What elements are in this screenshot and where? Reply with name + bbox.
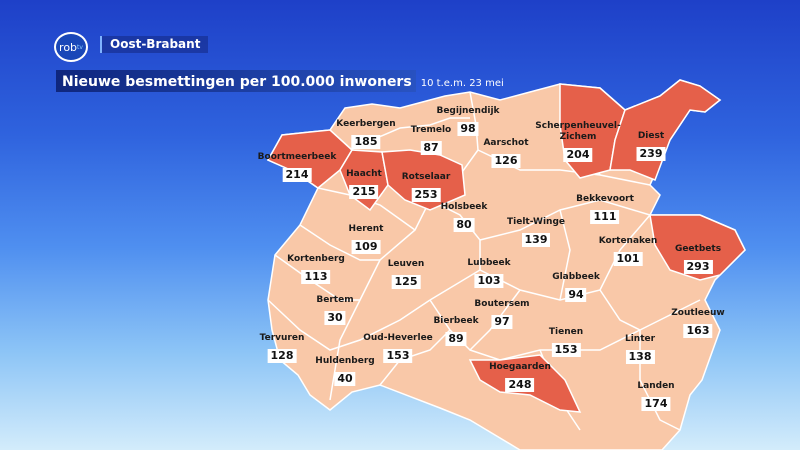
muni-herent: Herent 109	[348, 224, 384, 254]
muni-keerbergen: Keerbergen 185	[336, 119, 396, 149]
map-subtitle: 10 t.e.m. 23 mei	[420, 78, 504, 89]
muni-value: 253	[411, 188, 441, 202]
muni-value: 113	[301, 270, 331, 284]
muni-value: 109	[351, 240, 381, 254]
muni-holsbeek: Holsbeek 80	[440, 202, 488, 232]
muni-value: 103	[474, 274, 504, 288]
title-bar: Nieuwe besmettingen per 100.000 inwoners…	[56, 70, 504, 92]
muni-name: Glabbeek	[552, 272, 600, 282]
muni-name: Bertem	[316, 295, 354, 305]
muni-haacht: Haacht 215	[346, 169, 382, 199]
muni-value: 239	[636, 147, 666, 161]
muni-value: 204	[563, 148, 593, 162]
area-rotselaar	[381, 149, 466, 211]
muni-begijnendijk: Begijnendijk 98	[436, 106, 500, 136]
muni-value: 174	[641, 397, 671, 411]
muni-boortmeerbeek: Boortmeerbeek 214	[257, 152, 337, 182]
muni-value: 153	[383, 349, 413, 363]
muni-tienen: Tienen 153	[549, 327, 583, 357]
muni-linter: Linter 138	[625, 334, 655, 364]
muni-name: Tremelo	[410, 125, 452, 135]
muni-name: Scherpenheuvel- Zichem	[535, 121, 621, 142]
muni-value: 139	[521, 233, 551, 247]
muni-value: 111	[590, 210, 620, 224]
muni-aarschot: Aarschot 126	[483, 138, 529, 168]
region-label: Oost-Brabant	[100, 36, 209, 53]
muni-oud-heverlee: Oud-Heverlee 153	[363, 333, 433, 363]
muni-name: Hoegaarden	[489, 362, 551, 372]
muni-name: Tielt-Winge	[506, 217, 566, 227]
muni-glabbeek: Glabbeek 94	[552, 272, 600, 302]
muni-name: Lubbeek	[467, 258, 511, 268]
muni-value: 138	[625, 350, 655, 364]
muni-zoutleeuw: Zoutleeuw 163	[671, 308, 725, 338]
muni-value: 293	[683, 260, 713, 274]
muni-value: 163	[683, 324, 713, 338]
muni-landen: Landen 174	[637, 381, 675, 411]
muni-name: Keerbergen	[336, 119, 396, 129]
muni-name: Oud-Heverlee	[363, 333, 433, 343]
map-title: Nieuwe besmettingen per 100.000 inwoners	[62, 74, 412, 90]
muni-scherpenheuvel-zichem: Scherpenheuvel- Zichem 204	[535, 121, 621, 162]
muni-name: Linter	[624, 334, 656, 344]
muni-diest: Diest 239	[636, 131, 666, 161]
muni-huldenberg: Huldenberg 40	[315, 356, 375, 386]
muni-name: Tienen	[548, 327, 584, 337]
muni-name: Bierbeek	[433, 316, 479, 326]
muni-value: 40	[334, 372, 356, 386]
muni-name: Herent	[348, 224, 384, 234]
muni-value: 214	[282, 168, 312, 182]
muni-name: Leuven	[387, 259, 425, 269]
muni-name: Bekkevoort	[576, 194, 634, 204]
muni-rotselaar: Rotselaar 253	[401, 172, 451, 202]
muni-tielt-winge: Tielt-Winge 139	[507, 217, 565, 247]
muni-lubbeek: Lubbeek 103	[467, 258, 511, 288]
muni-geetbets: Geetbets 293	[675, 244, 721, 274]
muni-bekkevoort: Bekkevoort 111	[576, 194, 634, 224]
muni-value: 101	[613, 252, 643, 266]
muni-value: 125	[391, 275, 421, 289]
robtv-logo: rob tv	[54, 32, 88, 62]
muni-value: 98	[457, 122, 479, 136]
muni-value: 97	[491, 315, 513, 329]
muni-name: Tervuren	[259, 333, 305, 343]
area-diest	[609, 79, 722, 181]
muni-tervuren: Tervuren 128	[259, 333, 305, 363]
muni-name: Kortenaken	[598, 236, 658, 246]
muni-value: 80	[453, 218, 475, 232]
muni-tremelo: Tremelo 87	[411, 125, 451, 155]
muni-leuven: Leuven 125	[387, 259, 425, 289]
muni-name: Aarschot	[483, 138, 529, 148]
muni-hoegaarden: Hoegaarden 248	[489, 362, 551, 392]
muni-value: 94	[565, 288, 587, 302]
muni-name: Landen	[637, 381, 675, 391]
muni-value: 30	[324, 311, 346, 325]
muni-bierbeek: Bierbeek 89	[433, 316, 479, 346]
muni-name: Zoutleeuw	[671, 308, 725, 318]
muni-bertem: Bertem 30	[316, 295, 354, 325]
muni-name: Begijnendijk	[436, 106, 500, 116]
muni-value: 185	[351, 135, 381, 149]
muni-name: Diest	[637, 131, 665, 141]
muni-value: 89	[445, 332, 467, 346]
muni-value: 126	[491, 154, 521, 168]
muni-value: 215	[349, 185, 379, 199]
muni-name: Haacht	[346, 169, 382, 179]
muni-name: Boutersem	[474, 299, 530, 309]
muni-name: Huldenberg	[315, 356, 375, 366]
area-geetbets	[649, 214, 746, 281]
muni-name: Kortenberg	[287, 254, 345, 264]
muni-value: 128	[267, 349, 297, 363]
muni-name: Boortmeerbeek	[257, 152, 337, 162]
muni-name: Geetbets	[674, 244, 722, 254]
muni-name: Rotselaar	[401, 172, 451, 182]
muni-value: 87	[420, 141, 442, 155]
muni-value: 153	[551, 343, 581, 357]
muni-value: 248	[505, 378, 535, 392]
muni-name: Holsbeek	[440, 202, 488, 212]
muni-boutersem: Boutersem 97	[474, 299, 530, 329]
muni-kortenaken: Kortenaken 101	[598, 236, 658, 266]
muni-kortenberg: Kortenberg 113	[287, 254, 345, 284]
